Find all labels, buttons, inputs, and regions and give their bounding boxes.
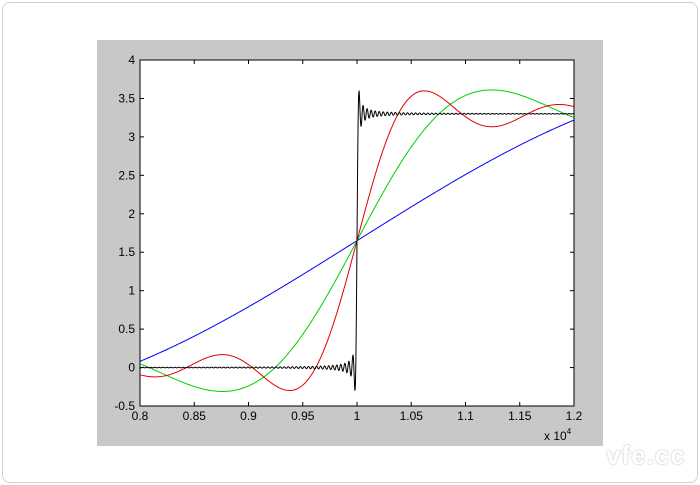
x-tick-label: 0.8	[132, 409, 149, 423]
x-tick-label: 0.95	[291, 409, 315, 423]
x-tick-label: 1	[354, 409, 361, 423]
x-tick-label: 0.9	[240, 409, 257, 423]
x-tick-label: 1.15	[508, 409, 532, 423]
x-multiplier: x 104	[544, 427, 572, 443]
y-tick-label: 1	[128, 284, 135, 298]
watermark-logo: vfe.cc	[606, 440, 686, 470]
y-tick-label: 3	[128, 130, 135, 144]
x-tick-label: 1.05	[400, 409, 424, 423]
x-tick-label: 0.85	[183, 409, 207, 423]
x-tick-label: 1.2	[566, 409, 583, 423]
x-tick-label: 1.1	[457, 409, 474, 423]
figure-window: 0.8 0.85 0.9 0.95 1 1.05 1.1 1.15 1.2 -0.5 0 0.5 1 1…	[97, 40, 603, 446]
y-tick-label: 4	[128, 53, 135, 67]
series-line-3	[139, 90, 575, 392]
y-tick-label: 1.5	[118, 245, 135, 259]
y-tick-label: 2.5	[118, 168, 135, 182]
line-chart: 0.8 0.85 0.9 0.95 1 1.05 1.1 1.15 1.2 -0.5 0 0.5 1 1…	[114, 53, 583, 443]
y-tick-label: -0.5	[114, 399, 135, 413]
y-tick-label: 0.5	[118, 322, 135, 336]
y-tick-label: 3.5	[118, 91, 135, 105]
y-tick-label: 2	[128, 207, 135, 221]
y-tick-label: 0	[128, 361, 135, 375]
